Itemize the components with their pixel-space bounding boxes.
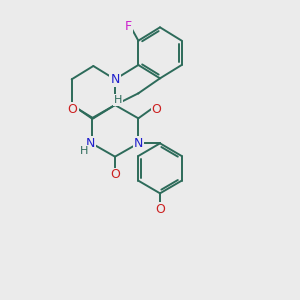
Text: N: N <box>86 137 95 150</box>
Text: O: O <box>68 103 78 116</box>
Text: N: N <box>134 137 143 150</box>
Text: O: O <box>152 103 162 116</box>
Text: O: O <box>110 169 120 182</box>
Text: N: N <box>110 73 120 86</box>
Text: F: F <box>125 20 132 32</box>
Text: H: H <box>80 146 88 156</box>
Text: O: O <box>155 203 165 216</box>
Text: H: H <box>114 95 122 105</box>
